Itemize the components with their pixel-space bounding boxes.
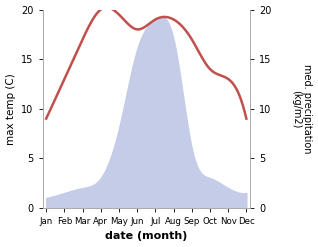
Y-axis label: max temp (C): max temp (C) <box>5 73 16 144</box>
Y-axis label: med. precipitation
(kg/m2): med. precipitation (kg/m2) <box>291 64 313 153</box>
X-axis label: date (month): date (month) <box>105 231 187 242</box>
